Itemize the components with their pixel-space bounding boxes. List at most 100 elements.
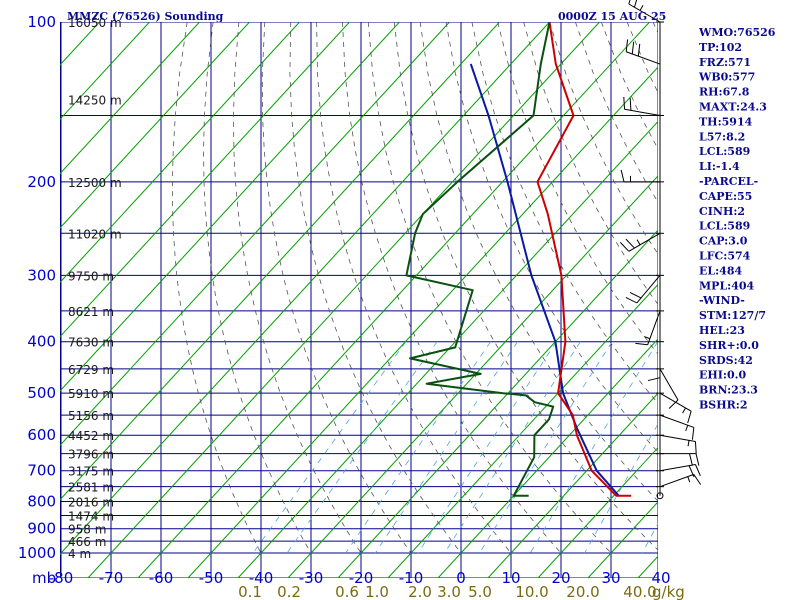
mixing-ratio-label: 40.0 (623, 583, 656, 600)
dry-adiabats (171, 22, 658, 554)
surface-marker (656, 492, 664, 500)
mixing-ratio-lines (252, 341, 658, 554)
index-label: L57:8.2 (699, 130, 745, 143)
isotherm-line (60, 22, 550, 555)
pressure-label: 100 (27, 13, 56, 31)
index-label: SRDS:42 (699, 354, 753, 367)
dry-adiabat-line (289, 22, 462, 554)
dry-adiabat-line (471, 22, 658, 404)
mixing-ratio-line (252, 341, 407, 554)
temperature-tick-label: 10 (501, 569, 520, 587)
isotherm-line (137, 22, 650, 578)
wind-barb-flag (628, 0, 631, 5)
mixing-ratio-label: 5.0 (468, 583, 492, 600)
height-label: 2016 m (68, 496, 114, 510)
wind-barb-half-flag (644, 336, 651, 340)
wind-barb-flag (694, 441, 697, 454)
wind-barb-half-flag (685, 425, 689, 432)
mixing-ratio-line (417, 341, 557, 554)
pressure-label: 400 (27, 333, 56, 351)
index-label: FRZ:571 (699, 56, 751, 69)
wind-barb-flag (633, 0, 638, 8)
height-label: 1474 m (68, 510, 114, 524)
mixing-ratio-label: 0.6 (335, 583, 359, 600)
pressure-label: 1000 (18, 544, 56, 562)
wind-barb-flag (620, 169, 625, 182)
temperature-tick-label: -20 (349, 569, 374, 587)
mixing-ratio-line (479, 341, 613, 554)
wind-profile (619, 0, 702, 500)
dry-adiabat-line (261, 22, 412, 554)
dry-adiabat-line (316, 22, 512, 554)
isotherm-line (60, 22, 450, 447)
sounding-profiles (405, 22, 632, 497)
isotherm-line (187, 66, 658, 578)
index-label: EL:484 (699, 264, 742, 277)
isotherm-line (60, 22, 150, 121)
height-label: 9750 m (68, 269, 114, 283)
wind-barb-flag (694, 464, 701, 477)
index-label: TP:102 (699, 41, 742, 54)
wind-barb-shaft (659, 368, 679, 401)
isotherm-line (537, 446, 658, 578)
mixing-ratio-label: 10.0 (515, 583, 548, 600)
mixing-ratio-label: 0.1 (238, 583, 262, 600)
dry-adiabat-line (549, 22, 658, 255)
wind-barb-flag (693, 474, 702, 485)
dry-adiabat-line (233, 22, 362, 554)
pressure-label: 700 (27, 462, 56, 480)
isotherm-line (437, 338, 658, 578)
pressure-label: 200 (27, 173, 56, 191)
wind-barb-half-flag (687, 476, 691, 483)
height-label: 16050 m (68, 16, 122, 30)
temperature-tick-label: 0 (456, 569, 466, 587)
pressure-label: 800 (27, 493, 56, 511)
wind-barb-flag (629, 98, 632, 111)
index-label: HEL:23 (699, 324, 745, 337)
mixing-ratio-line (345, 341, 492, 554)
height-label: 12500 m (68, 176, 122, 190)
index-label: CAPE:55 (699, 190, 752, 203)
index-label: MAXT:24.3 (699, 101, 767, 114)
isotherm-line (87, 22, 600, 578)
mixing-ratio-line (529, 341, 658, 554)
isotherm-line (60, 22, 350, 338)
height-label: 14250 m (68, 94, 122, 108)
dry-adiabat-line (342, 22, 562, 554)
wind-barb-flag (625, 39, 629, 52)
temperature-tick-label: -30 (299, 569, 324, 587)
mixing-ratio-label: 0.2 (277, 583, 301, 600)
index-label: BSHR:2 (699, 399, 748, 412)
dry-adiabat-line (445, 22, 658, 453)
sounding-datetime: 0000Z 15 AUG 25 (558, 10, 666, 23)
mixing-ratio-line (286, 341, 438, 554)
mixing-ratio-label: 1.0 (365, 583, 389, 600)
height-label: 4452 m (68, 429, 114, 443)
wind-barb-flag (687, 411, 692, 424)
mixing-ratio-label: 3.0 (437, 583, 461, 600)
index-label: TH:5914 (699, 115, 753, 128)
chart-title: MMZC (76526) Sounding (67, 10, 224, 23)
wind-barb-half-flag (687, 440, 690, 447)
wind-barb-half-flag (639, 5, 644, 11)
mixing-ratio-label: 20.0 (566, 583, 599, 600)
index-label: SHR+:0.0 (699, 339, 759, 352)
index-label: BRN:23.3 (699, 384, 758, 397)
dewpoint-trace (405, 22, 555, 497)
temperature-tick-label: -10 (399, 569, 424, 587)
isotherm-line (387, 283, 658, 578)
wind-barb-flag (625, 238, 635, 249)
isotherm-line (60, 22, 200, 175)
height-label: 4 m (68, 547, 91, 561)
wind-barb-flag (623, 96, 626, 110)
index-label: EHI:0.0 (699, 369, 746, 382)
dry-adiabat-line (419, 22, 658, 502)
height-label: 3175 m (68, 465, 114, 479)
index-label: LCL:589 (699, 145, 750, 158)
temperature-trace (536, 22, 632, 497)
wind-barb-flag (635, 342, 648, 346)
height-label: 958 m (68, 523, 106, 537)
pressure-unit-label: mb (32, 569, 56, 587)
